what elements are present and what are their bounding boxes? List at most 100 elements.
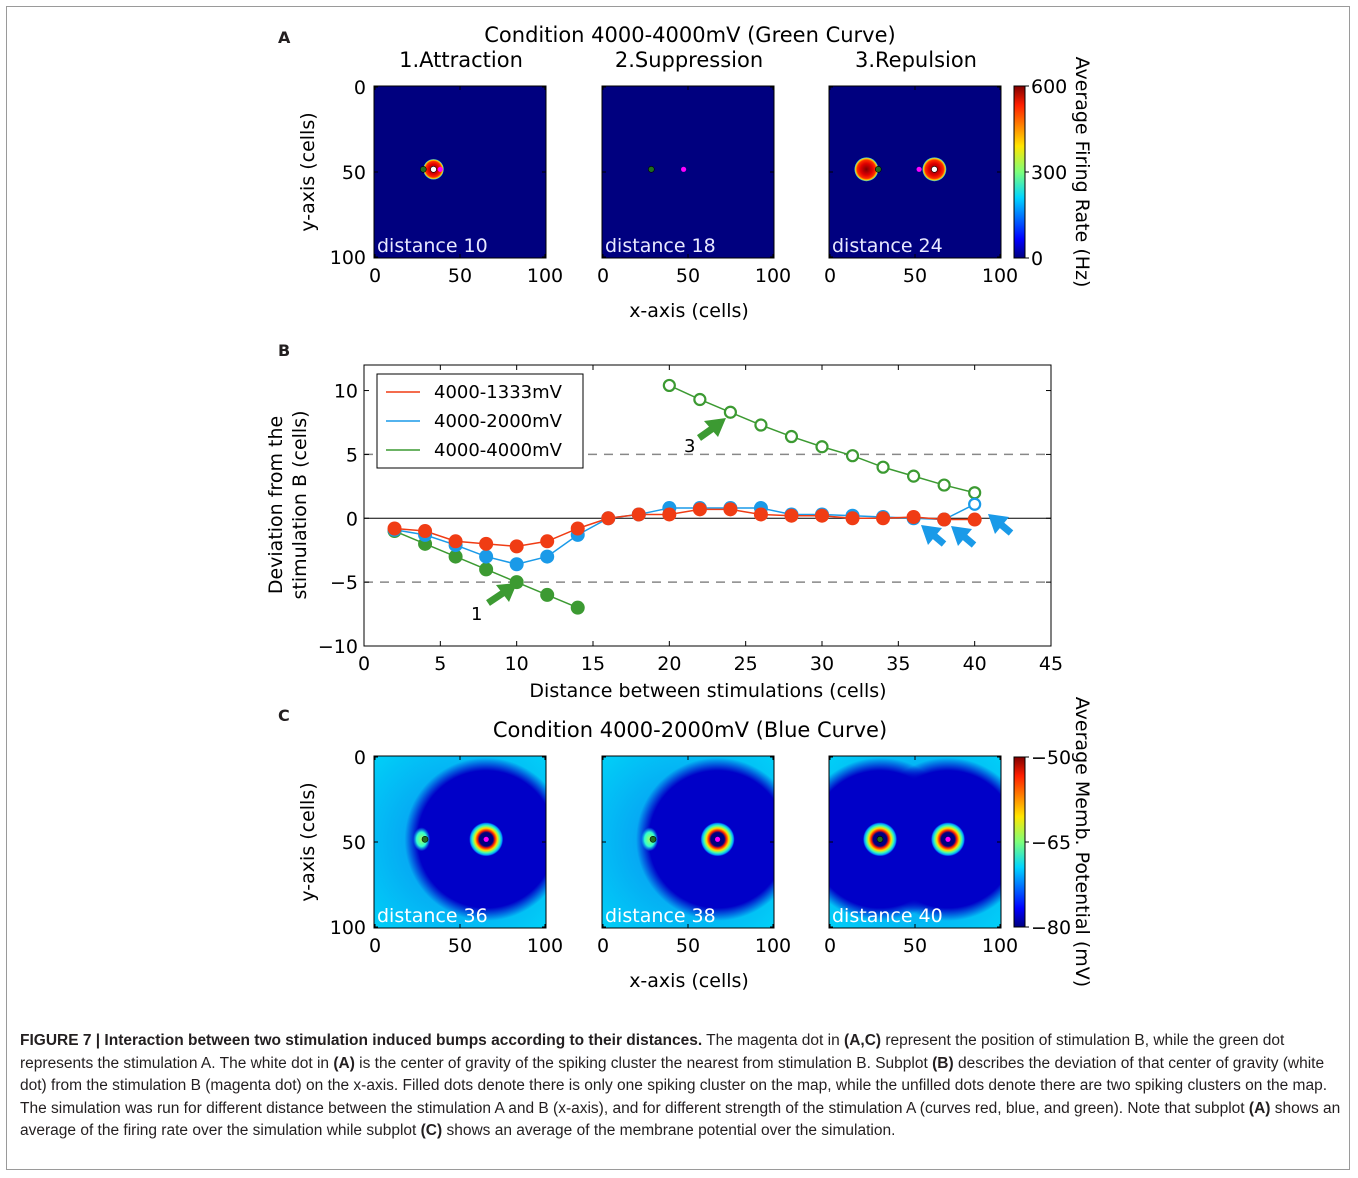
chart-y-tick-label: 5 [346,444,358,466]
data-point [815,508,829,523]
x-tick-label: 100 [527,265,563,287]
heatmap-background [829,86,1001,258]
data-point [509,557,524,572]
y-tick-label: 50 [342,162,366,184]
data-point [692,502,707,517]
distance-label: distance 40 [832,905,943,927]
data-point [784,429,799,444]
y-tick-label: 100 [330,917,366,939]
chart-x-tick-label: 45 [1039,653,1063,675]
caption-ref-a: (A) [333,1054,355,1072]
chart-legend: 4000-1333mV 4000-2000mV 4000-4000mV [376,373,584,469]
data-point [967,512,982,527]
y-tick-label: 0 [354,747,366,769]
chart-ylabel-line2: stimulation B (cells) [289,410,311,599]
x-tick-label: 0 [597,935,609,957]
stimulation-b-dot [681,166,687,172]
data-point [540,587,555,602]
data-point [723,502,738,517]
data-point [937,478,951,492]
caption-text-2: represent the position of stimulation B,… [20,1032,1285,1072]
colorbar-a-tick-600: 600 [1031,76,1067,98]
annotation-arrow-1 [486,583,517,606]
chart-y-tick-label: −10 [318,636,358,658]
colorbar-c-tick-minus80: −80 [1031,917,1071,939]
heatmap-a-2: distance 18 0 50 100 [597,85,791,287]
data-point [937,512,952,527]
panel-letter-a: A [278,28,291,47]
data-point [479,562,494,577]
figure-frame [6,6,1350,1170]
annotation-label-1: 1 [471,604,482,625]
x-tick-label: 100 [527,935,563,957]
caption-text-3: is the center of gravity of the spiking … [354,1054,933,1072]
chart-x-tick-label: 40 [963,653,987,675]
chart-x-tick-label: 5 [434,653,446,675]
data-point [387,521,402,536]
data-point [906,509,921,524]
chart-x-tick-label: 10 [505,653,529,675]
figure-caption: FIGURE 7 | Interaction between two stimu… [20,1030,1348,1143]
blue-arrow-36 [921,525,947,547]
panel-c: Condition 4000-2000mV (Blue Curve) dista… [297,697,1093,992]
stimulation-a-dot [649,835,657,843]
x-tick-label: 50 [903,265,927,287]
subplot-title-attraction: 1.Attraction [399,48,523,72]
y-tick-label: 50 [342,832,366,854]
colorbar-c-tick-minus65: −65 [1031,832,1071,854]
caption-text-6: shows an average of the membrane potenti… [442,1122,896,1140]
caption-figure-label: FIGURE 7 | Interaction between two stimu… [20,1032,703,1049]
blue-arrow-38 [951,526,977,548]
data-point [723,405,738,419]
stimulation-b-dot [483,836,489,842]
weak-bump [413,827,431,852]
membrane-potential-colorbar [1013,756,1026,928]
distance-label: distance 24 [832,235,943,257]
panel-letter-b: B [278,341,290,360]
x-tick-label: 50 [903,935,927,957]
x-tick-label: 0 [597,265,609,287]
distance-label: distance 38 [605,905,716,927]
chart-x-tick-label: 20 [657,653,681,675]
deviation-line-chart: 0 5 10 15 20 25 30 35 40 45 10 5 0 −5 −10 [318,365,1063,675]
colorbar-a-tick-300: 300 [1031,162,1067,184]
stimulation-a-dot [647,166,655,173]
chart-x-tick-label: 35 [886,653,910,675]
distance-label: distance 36 [377,905,488,927]
chart-ylabel-line1: Deviation from the [265,416,287,594]
data-point [845,511,860,526]
colorbar-c-label: Average Memb. Potential (mV) [1071,697,1093,987]
chart-x-tick-label: 25 [734,653,758,675]
panel-b: 0 5 10 15 20 25 30 35 40 45 10 5 0 −5 −10 4000-1333mV … [265,364,1063,702]
chart-y-tick-label: 10 [334,381,358,403]
heatmap-c-3: distance 40 0 50 100 [824,755,1018,957]
x-tick-label: 0 [824,265,836,287]
data-point [753,507,768,522]
data-point [631,507,646,522]
stimulation-b-dot [945,836,951,842]
data-point [815,440,829,454]
caption-ref-ac: (A,C) [844,1032,882,1049]
x-tick-label: 100 [755,265,791,287]
weak-bump [641,827,659,852]
x-tick-label: 50 [676,935,700,957]
data-point [540,549,555,564]
data-point [601,511,616,526]
y-tick-label: 100 [330,247,366,269]
legend-label-4000: 4000-4000mV [434,440,563,461]
data-point [784,508,799,523]
subplot-title-repulsion: 3.Repulsion [855,48,977,72]
figure-7: A B C Condition 4000-4000mV (Green Curve… [265,23,1093,992]
data-point [968,486,982,500]
data-point [570,600,585,615]
data-point [662,507,677,522]
chart-x-tick-label: 30 [810,653,834,675]
caption-ref-b: (B) [932,1054,954,1072]
data-point [662,378,676,393]
x-tick-label: 100 [982,265,1018,287]
legend-label-2000: 4000-2000mV [434,411,563,432]
stimulation-a-dot [876,835,884,843]
x-tick-label: 50 [448,935,472,957]
